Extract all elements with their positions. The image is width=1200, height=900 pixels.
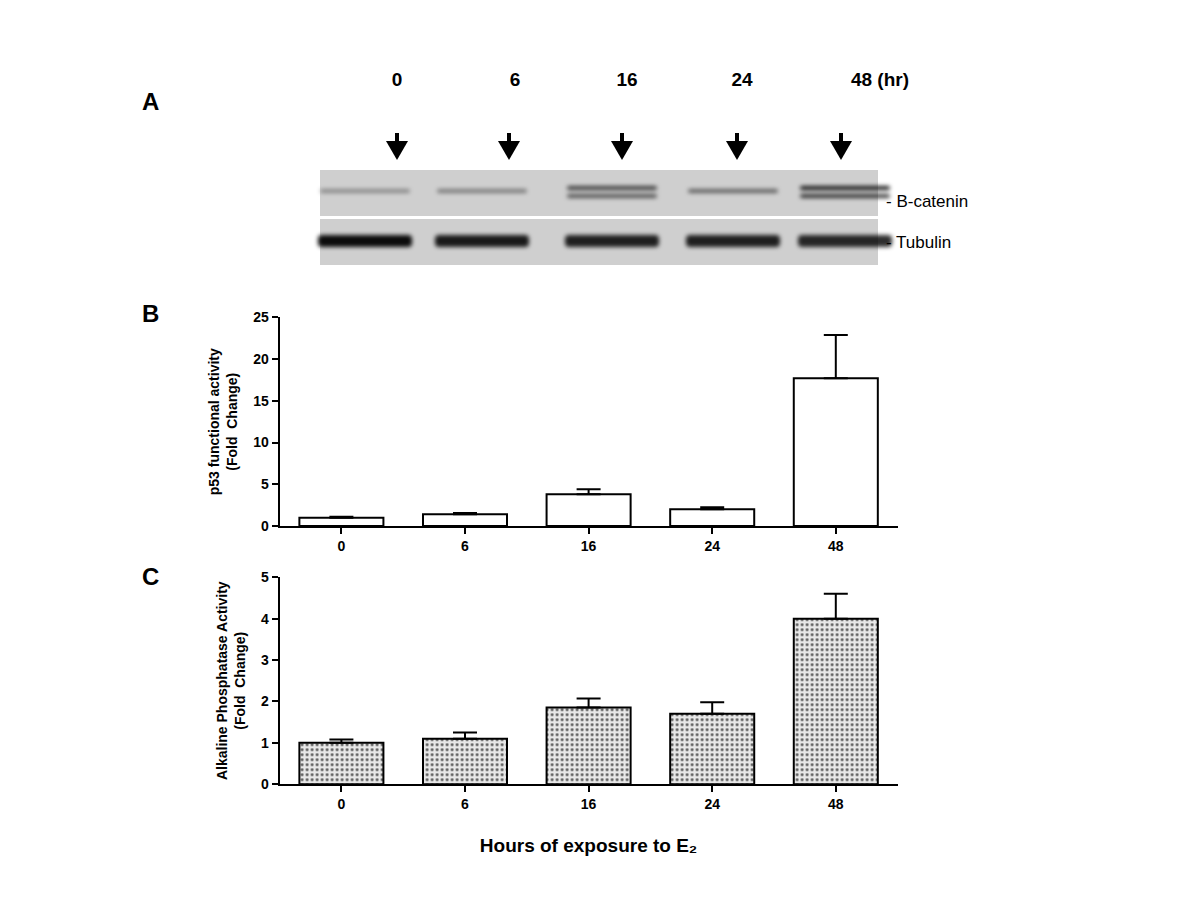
svg-text:4: 4 (261, 611, 269, 627)
svg-text:0: 0 (261, 776, 269, 792)
svg-text:48: 48 (828, 796, 844, 812)
svg-text:B: B (142, 300, 159, 327)
svg-text:1: 1 (261, 735, 269, 751)
svg-text:p53 functional activity(Fold: p53 functional activity(Fold Change) (206, 348, 240, 495)
svg-text:0: 0 (392, 69, 403, 90)
svg-text:Alkaline Phosphatase Activity(: Alkaline Phosphatase Activity(Fold Chang… (214, 581, 248, 780)
svg-text:3: 3 (261, 652, 269, 668)
svg-text:16: 16 (616, 69, 637, 90)
svg-text:0: 0 (261, 518, 269, 534)
svg-text:6: 6 (510, 69, 521, 90)
svg-text:16: 16 (581, 796, 597, 812)
svg-text:A: A (142, 88, 159, 115)
svg-text:- B-catenin: - B-catenin (886, 192, 968, 211)
svg-text:- Tubulin: - Tubulin (886, 233, 951, 252)
svg-text:5: 5 (261, 476, 269, 492)
svg-text:0: 0 (338, 796, 346, 812)
svg-text:6: 6 (461, 796, 469, 812)
svg-text:24: 24 (731, 69, 753, 90)
svg-text:25: 25 (253, 309, 269, 325)
svg-text:Hours of exposure to E₂: Hours of exposure to E₂ (480, 835, 697, 856)
svg-text:16: 16 (581, 538, 597, 554)
svg-text:15: 15 (253, 393, 269, 409)
svg-text:20: 20 (253, 351, 269, 367)
svg-text:48 (hr): 48 (hr) (851, 69, 909, 90)
svg-text:10: 10 (253, 434, 269, 450)
svg-text:2: 2 (261, 693, 269, 709)
svg-text:C: C (142, 563, 159, 590)
svg-text:24: 24 (704, 796, 720, 812)
svg-text:24: 24 (704, 538, 720, 554)
svg-text:5: 5 (261, 569, 269, 585)
svg-text:6: 6 (461, 538, 469, 554)
svg-text:0: 0 (338, 538, 346, 554)
svg-text:48: 48 (828, 538, 844, 554)
